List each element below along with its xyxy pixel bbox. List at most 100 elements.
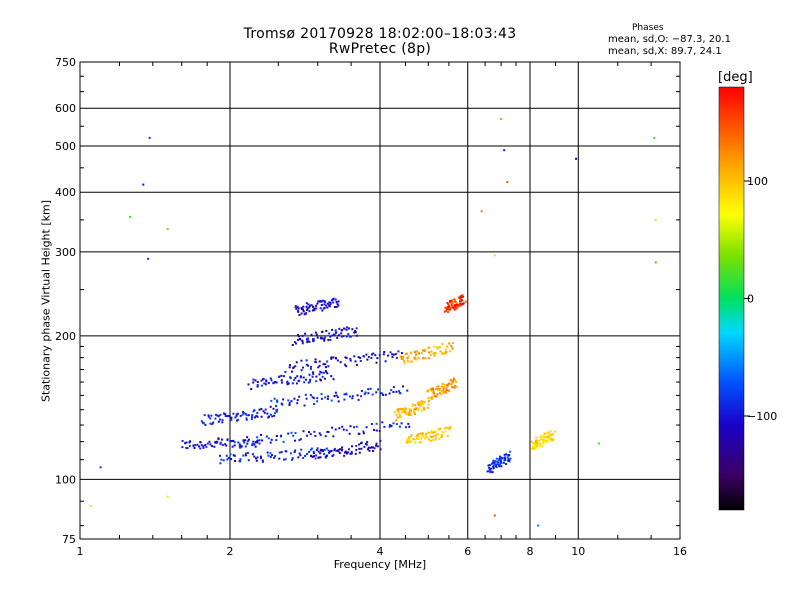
colorbar-ticks: 100 0 −100 — [744, 175, 777, 423]
trace-point — [275, 381, 278, 384]
phase-stats-title: Phases — [632, 23, 664, 33]
trace-point — [545, 436, 548, 439]
trace-point — [365, 443, 368, 446]
trace-point — [446, 389, 449, 392]
trace-point — [235, 413, 238, 416]
trace-point — [440, 393, 443, 396]
trace-point — [453, 300, 456, 303]
y-tick-label: 400 — [55, 186, 76, 199]
trace-point — [319, 307, 322, 310]
trace-point — [303, 381, 306, 384]
trace-point — [309, 304, 311, 307]
trace-point — [382, 353, 385, 356]
trace-point — [306, 308, 309, 311]
trace-point — [362, 355, 365, 358]
trace-point — [276, 400, 279, 403]
trace-point — [216, 440, 219, 443]
trace-point — [298, 335, 301, 338]
trace-point — [437, 385, 440, 388]
trace-point — [363, 392, 366, 395]
trace-point — [402, 355, 405, 358]
trace-point — [360, 390, 363, 392]
trace-point — [339, 448, 341, 451]
trace-point — [425, 433, 428, 436]
trace-point — [450, 304, 453, 306]
trace-point — [355, 425, 358, 428]
trace-point — [487, 464, 490, 467]
trace-point — [455, 307, 458, 310]
trace-point — [328, 304, 331, 307]
trace-point — [434, 434, 437, 437]
trace-point — [439, 392, 441, 395]
trace-point — [358, 443, 361, 446]
x-axis-label: Frequency [MHz] — [333, 558, 427, 571]
trace-point — [267, 437, 270, 440]
trace-point — [244, 452, 247, 455]
trace-point — [280, 374, 283, 377]
trace-point — [433, 352, 436, 355]
trace-point — [530, 440, 533, 443]
trace-point — [417, 438, 420, 440]
trace-point — [368, 449, 371, 452]
trace-point — [506, 456, 509, 459]
trace-point — [251, 416, 253, 419]
trace-point — [420, 409, 423, 412]
trace-point — [367, 448, 369, 451]
trace-point — [234, 416, 237, 419]
trace-point — [294, 439, 296, 442]
trace-point — [415, 407, 418, 410]
trace-point — [230, 440, 233, 442]
trace-point — [547, 431, 550, 434]
trace-point — [449, 307, 452, 310]
trace-point — [433, 345, 436, 348]
trace-point — [548, 434, 551, 437]
trace-point — [255, 457, 257, 460]
trace-point — [415, 353, 418, 356]
trace-point — [379, 439, 382, 442]
trace-point — [332, 378, 335, 381]
trace-point — [536, 442, 539, 445]
trace-point — [188, 445, 191, 448]
trace-point — [493, 462, 496, 465]
trace-point — [269, 377, 272, 380]
trace-point — [260, 457, 262, 460]
trace-point — [274, 455, 277, 458]
trace-point — [424, 437, 427, 440]
trace-point — [414, 441, 416, 444]
trace-point — [294, 432, 297, 435]
trace-point — [392, 386, 395, 388]
trace-point — [223, 412, 225, 415]
trace-point — [418, 433, 421, 436]
trace-point — [323, 339, 326, 342]
trace-point — [312, 397, 315, 400]
trace-point — [273, 381, 275, 384]
trace-point — [414, 438, 416, 441]
trace-point — [407, 422, 410, 425]
trace-point — [347, 333, 350, 336]
trace-point — [265, 379, 268, 382]
trace-point — [233, 441, 236, 444]
trace-point — [403, 407, 406, 410]
trace-point — [271, 454, 273, 457]
trace-point — [229, 453, 232, 456]
trace-point — [459, 297, 462, 300]
trace-point — [540, 445, 543, 447]
trace-point — [416, 434, 419, 437]
trace-point — [377, 388, 379, 391]
trace-point — [349, 425, 352, 428]
trace-point — [304, 332, 307, 335]
trace-point — [341, 425, 344, 428]
trace-point — [433, 391, 436, 394]
trace-point — [420, 437, 423, 440]
trace-point — [251, 453, 254, 456]
trace-point — [417, 408, 420, 411]
trace-point — [282, 440, 285, 443]
trace-point — [209, 417, 212, 420]
trace-point — [375, 444, 378, 447]
trace-point — [454, 306, 457, 309]
trace-point — [327, 338, 330, 341]
trace-point — [433, 431, 436, 434]
trace-point — [458, 304, 461, 307]
trace-point — [335, 394, 338, 397]
trace-point — [446, 383, 449, 386]
